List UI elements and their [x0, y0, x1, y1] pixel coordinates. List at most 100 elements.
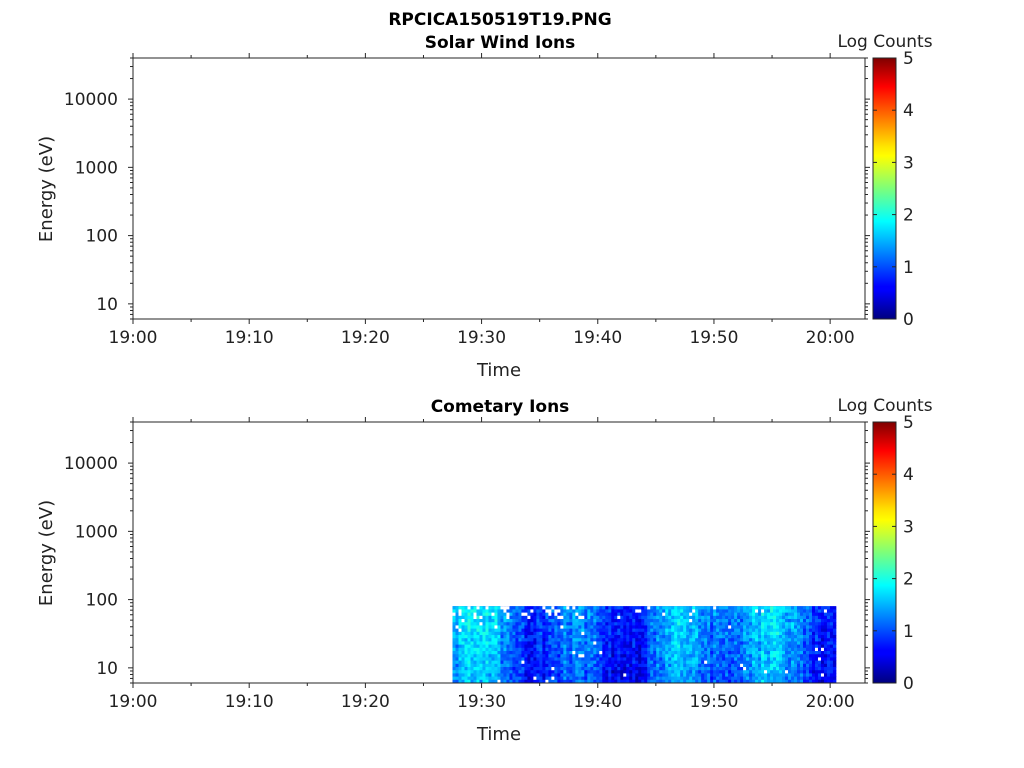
spectrogram-cell: [623, 644, 627, 649]
spectrogram-cell: [689, 670, 693, 674]
spectrogram-cell: [811, 606, 816, 610]
spectrogram-cell: [590, 673, 594, 678]
spectrogram-cell: [626, 676, 630, 681]
spectrogram-cell: [677, 615, 681, 620]
spectrogram-cell: [782, 641, 786, 646]
spectrogram-cell: [800, 622, 804, 626]
spectrogram-cell: [479, 631, 483, 636]
spectrogram-cell: [817, 663, 822, 668]
spectrogram-cell: [779, 644, 783, 649]
spectrogram-cell: [820, 670, 825, 674]
spectrogram-cell: [509, 660, 513, 665]
spectrogram-cell: [512, 606, 516, 610]
spectrogram-cell: [805, 631, 810, 636]
spectrogram-cell: [814, 660, 819, 665]
spectrogram-cell: [647, 622, 651, 626]
spectrogram-cell: [826, 673, 831, 678]
spectrogram-cell: [785, 619, 789, 623]
spectrogram-cell: [536, 660, 540, 665]
spectrogram-cell: [695, 641, 699, 646]
spectrogram-cell: [557, 667, 561, 671]
spectrogram-cell: [788, 657, 792, 662]
spectrogram-cell: [686, 622, 690, 626]
spectrogram-cell: [458, 644, 462, 649]
spectrogram-cell: [464, 625, 468, 630]
spectrogram-cell: [817, 622, 822, 626]
spectrogram-cell: [704, 670, 708, 674]
spectrogram-cell: [503, 673, 507, 678]
spectrogram-cell: [758, 676, 762, 681]
spectrogram-cell: [551, 670, 555, 674]
spectrogram-cell: [749, 657, 753, 662]
spectrogram-cell: [731, 663, 735, 668]
spectrogram-cell: [452, 667, 456, 671]
spectrogram-cell: [814, 667, 819, 671]
spectrogram-cell: [572, 673, 576, 678]
spectrogram-cell: [814, 657, 819, 662]
spectrogram-cell: [668, 667, 672, 671]
spectrogram-cell: [761, 644, 765, 649]
spectrogram-cell: [581, 606, 585, 610]
spectrogram-cell: [797, 654, 801, 658]
spectrogram-cell: [767, 625, 771, 630]
spectrogram-cell: [494, 635, 498, 639]
spectrogram-cell: [530, 615, 534, 620]
spectrogram-cell: [689, 644, 693, 649]
spectrogram-cell: [521, 631, 525, 636]
spectrogram-cell: [638, 651, 642, 655]
spectrogram-cell: [602, 651, 606, 655]
spectrogram-cell: [689, 628, 693, 633]
spectrogram-cell: [829, 657, 834, 662]
spectrogram-cell: [776, 641, 780, 646]
spectrogram-cell: [752, 660, 756, 665]
spectrogram-cell: [545, 676, 549, 681]
spectrogram-cell: [563, 670, 567, 674]
spectrogram-cell: [575, 609, 579, 614]
spectrogram-cell: [814, 628, 819, 633]
spectrogram-cell: [614, 631, 618, 636]
spectrogram-cell: [470, 663, 474, 668]
spectrogram-cell: [656, 676, 660, 681]
spectrogram-cell: [698, 606, 702, 610]
spectrogram-cell: [779, 609, 783, 614]
spectrogram-cell: [455, 670, 459, 674]
spectrogram-cell: [803, 673, 807, 678]
spectrogram-cell: [620, 647, 624, 652]
spectrogram-cell: [776, 609, 780, 614]
spectrogram-cell: [548, 622, 552, 626]
spectrogram-cell: [805, 647, 810, 652]
spectrogram-cell: [530, 628, 534, 633]
spectrogram-cell: [674, 606, 678, 610]
spectrogram-cell: [743, 606, 747, 610]
spectrogram-cell: [653, 615, 657, 620]
spectrogram-cell: [814, 651, 819, 655]
spectrogram-cell: [701, 615, 705, 620]
spectrogram-cell: [749, 679, 753, 683]
spectrogram-cell: [554, 667, 558, 671]
spectrogram-cell: [683, 628, 687, 633]
spectrogram-cell: [755, 663, 759, 668]
spectrogram-cell: [755, 667, 759, 671]
spectrogram-cell: [791, 647, 795, 652]
spectrogram-cell: [452, 625, 456, 630]
spectrogram-cell: [719, 663, 723, 668]
spectrogram-cell: [668, 670, 672, 674]
spectrogram-cell: [458, 679, 462, 683]
spectrogram-cell: [785, 651, 789, 655]
spectrogram-cell: [665, 644, 669, 649]
spectrogram-cell: [731, 654, 735, 658]
spectrogram-cell: [731, 667, 735, 671]
spectrogram-cell: [512, 619, 516, 623]
spectrogram-cell: [467, 673, 471, 678]
spectrogram-cell: [734, 651, 738, 655]
spectrogram-cell: [470, 660, 474, 665]
spectrogram-cell: [704, 679, 708, 683]
spectrogram-cell: [503, 663, 507, 668]
spectrogram-cell: [817, 612, 822, 617]
spectrogram-cell: [811, 660, 816, 665]
spectrogram-cell: [623, 609, 627, 614]
spectrogram-cell: [557, 670, 561, 674]
spectrogram-cell: [671, 651, 675, 655]
spectrogram-cell: [587, 609, 591, 614]
spectrogram-cell: [662, 673, 666, 678]
